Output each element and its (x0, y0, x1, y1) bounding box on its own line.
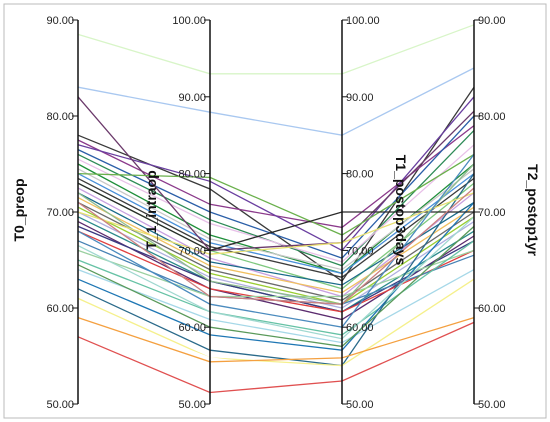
series-line-41 (77, 225, 475, 348)
axis-title-4: T2_postop1yr (525, 164, 541, 256)
series-line-33 (77, 321, 475, 394)
series-line-30 (77, 278, 475, 367)
tick-label: 50.00 (346, 399, 374, 411)
series-line-39 (77, 154, 475, 328)
tick-label: 50.00 (478, 399, 506, 411)
series-line-14 (77, 187, 475, 298)
series-line-8 (77, 144, 475, 263)
series-line-34 (77, 96, 475, 252)
tick-label: 80.00 (46, 111, 74, 123)
series-line-36 (77, 182, 474, 252)
tick-label: 60.00 (346, 322, 374, 334)
series-line-42 (77, 187, 475, 305)
series-line-1 (77, 24, 475, 75)
series-line-35 (77, 153, 475, 236)
tick-label: 80.00 (346, 169, 374, 181)
axis-title-1: T0_preop (11, 178, 27, 241)
tick-label: 100.00 (172, 15, 206, 27)
tick-label: 70.00 (478, 207, 506, 219)
axes: 50.00 60.00 70.00 80.00 90.00 T0_preop 50.00 60… (11, 15, 541, 411)
tick-label: 90.00 (178, 92, 206, 104)
series-lines (77, 24, 475, 394)
tick-label: 70.00 (346, 245, 374, 257)
series-line-38 (77, 192, 475, 255)
tick-label: 100.00 (346, 15, 380, 27)
tick-label: 50.00 (46, 399, 74, 411)
axis-title-3: T1_postop3days (393, 155, 409, 266)
plot-frame (3, 3, 547, 419)
series-line-6 (77, 115, 475, 259)
axis-title-2: T_1_intraop (143, 170, 159, 249)
series-line-37 (77, 163, 475, 305)
series-line-15 (77, 192, 475, 286)
series-line-25 (77, 249, 475, 298)
series-line-5 (77, 96, 475, 252)
series-line-16 (77, 197, 475, 294)
series-line-31 (77, 288, 475, 374)
tick-label: 90.00 (46, 15, 74, 27)
series-line-28 (77, 201, 475, 351)
series-line-40 (77, 216, 475, 340)
series-line-18 (77, 206, 475, 305)
tick-label: 80.00 (178, 169, 206, 181)
tick-label: 90.00 (346, 92, 374, 104)
tick-label: 80.00 (478, 111, 506, 123)
tick-label: 70.00 (178, 245, 206, 257)
tick-label: 60.00 (178, 322, 206, 334)
tick-label: 60.00 (46, 303, 74, 315)
tick-label: 50.00 (178, 399, 206, 411)
series-line-12 (77, 177, 475, 279)
series-line-17 (77, 201, 475, 301)
series-line-29 (77, 173, 475, 367)
series-line-2 (77, 67, 475, 136)
tick-label: 90.00 (478, 15, 506, 27)
tick-label: 60.00 (478, 303, 506, 315)
series-line-26 (77, 240, 475, 336)
series-line-27 (77, 268, 475, 344)
series-line-11 (77, 173, 475, 275)
series-line-32 (77, 316, 475, 363)
tick-label: 70.00 (46, 207, 74, 219)
series-line-10 (77, 168, 475, 271)
